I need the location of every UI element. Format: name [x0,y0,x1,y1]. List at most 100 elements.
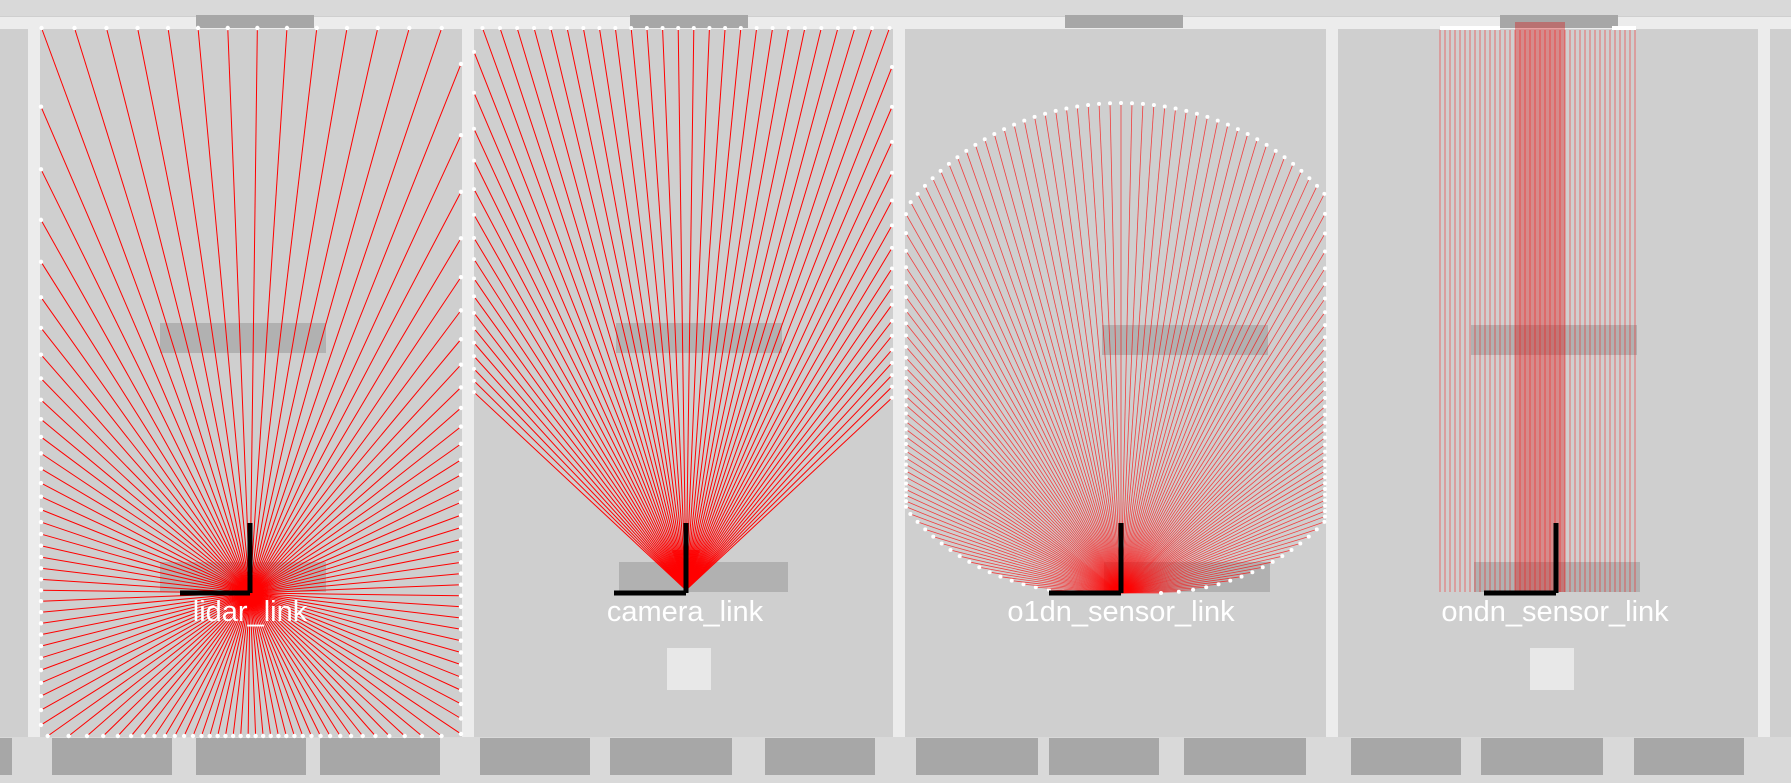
camera-hit-point [890,360,894,365]
camera-ray [685,335,893,591]
lidar-ray [249,426,462,594]
lidar-hit-point [439,733,444,739]
o1dn-hit-point [904,487,908,492]
lidar-hit-point [38,104,44,109]
o1dn-hit-point [1260,565,1265,570]
camera-ray [550,27,687,591]
lidar-hit-point [38,352,44,357]
lidar-hit-point [458,593,464,598]
floor-block [480,738,590,775]
o1dn-hit-point [904,499,908,504]
lidar-ray [249,538,462,594]
camera-ray [533,27,687,591]
o1dn-hit-point [904,455,908,460]
o1dn-hit-point [987,570,992,575]
lidar-hit-point [268,733,273,739]
camera-hit-point [565,26,570,30]
lidar-ray [174,592,251,737]
camera-ray [473,188,687,591]
o1dn-hit-point [1140,101,1145,106]
o1dn-hit-point [1323,492,1327,497]
o1dn-hit-point [904,442,908,447]
o1dn-ray [1120,133,1249,594]
lidar-ray [249,191,462,594]
lidar-ray [40,592,251,697]
camera-ray [685,27,790,591]
o1dn-hit-point [1250,570,1255,575]
lidar-hit-point [375,25,380,31]
lidar-ray [249,27,318,594]
lidar-ray [40,418,251,594]
lidar-ray [249,592,462,719]
camera-ray [473,368,687,591]
o1dn-ray [905,377,1122,594]
lidar-ray [249,573,462,594]
o1dn-hit-point [1323,412,1327,417]
o1dn-ray [1120,379,1326,594]
lidar-ray [40,592,251,613]
lidar-ray [249,592,423,737]
o1dn-hit-point [1323,296,1327,301]
o1dn-hit-point [904,308,908,313]
divider-wall [28,22,40,737]
lidar-ray [249,526,462,594]
o1dn-ray [1120,104,1155,594]
o1dn-ray [1120,488,1326,594]
o1dn-hit-point [1323,449,1327,454]
o1dn-ray [1120,106,1166,594]
lidar-hit-point [255,25,260,31]
top-door-block [630,15,748,28]
o1dn-hit-point [1298,541,1303,546]
o1dn-hit-point [1075,104,1080,109]
ondn-parallel-rays [1439,22,1636,592]
lidar-hit-point [115,733,121,739]
camera-hit-point [613,26,618,30]
camera-hit-point [890,139,894,144]
o1dn-ray [1120,388,1326,594]
lidar-ray [249,592,462,597]
o1dn-ray [905,357,1122,594]
camera-hit-point [890,198,894,203]
o1dn-hit-point [1323,249,1327,254]
top-border-wall [0,0,1791,16]
o1dn-hit-point [1323,487,1327,492]
camera-hit-point [707,26,712,30]
o1dn-hit-point [1299,168,1304,173]
lidar-ray [249,27,258,594]
lidar-hit-point [300,733,305,739]
camera-ray [685,374,893,591]
o1dn-ray [1120,476,1326,594]
lidar-ray [40,521,251,594]
o1dn-ray [1120,157,1285,594]
lidar-hit-point [360,733,365,739]
camera-hit-point [890,384,894,389]
o1dn-hit-point [973,142,978,147]
o1dn-hit-point [1022,118,1027,123]
camera-ray [662,27,687,591]
o1dn-ray [933,536,1122,594]
camera-hit-point [472,212,476,217]
lidar-hit-point [458,132,464,138]
o1dn-ray [1066,108,1122,594]
o1dn-hit-point [904,295,908,300]
lidar-hit-point [128,733,134,739]
lidar-hit-point [458,457,464,463]
o1dn-ray [905,250,1122,594]
o1dn-hit-point [1323,498,1327,503]
o1dn-ray [1120,311,1326,594]
camera-hit-point [644,26,649,30]
o1dn-hit-point [904,333,908,338]
camera-ray [685,320,893,591]
o1dn-hit-point [1323,335,1327,340]
lidar-hit-point [402,733,407,739]
o1dn-hit-point [1323,377,1327,382]
lidar-hit-point [458,525,464,530]
o1dn-hit-point [1033,585,1038,590]
o1dn-ray [905,267,1122,594]
ondn-hit-edge [1440,26,1500,30]
lidar-ray [224,592,251,737]
lidar-hit-point [458,701,464,707]
o1dn-hit-point [1205,114,1210,119]
lidar-ray [167,27,251,594]
top-door-block [1500,15,1618,28]
